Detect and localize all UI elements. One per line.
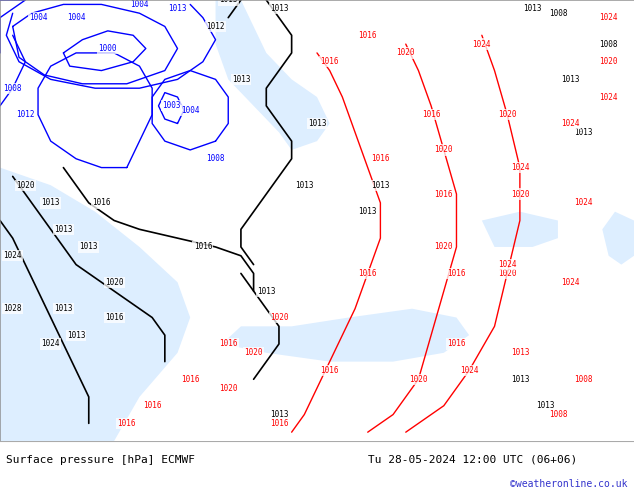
Text: 1020: 1020 bbox=[434, 243, 453, 251]
Text: 1000: 1000 bbox=[98, 44, 117, 53]
Text: 1013: 1013 bbox=[231, 75, 250, 84]
Text: 1013: 1013 bbox=[269, 4, 288, 13]
Text: 1013: 1013 bbox=[510, 375, 529, 384]
Text: 1016: 1016 bbox=[447, 340, 466, 348]
Text: 1013: 1013 bbox=[168, 4, 187, 13]
Text: 1024: 1024 bbox=[561, 119, 580, 128]
Text: 1024: 1024 bbox=[472, 40, 491, 49]
Text: Tu 28-05-2024 12:00 UTC (06+06): Tu 28-05-2024 12:00 UTC (06+06) bbox=[368, 455, 577, 465]
Text: 1013: 1013 bbox=[371, 181, 390, 190]
Text: 1013: 1013 bbox=[54, 304, 73, 313]
Polygon shape bbox=[482, 212, 558, 247]
Text: 1016: 1016 bbox=[143, 401, 162, 410]
Text: 1024: 1024 bbox=[561, 278, 580, 287]
Text: 1020: 1020 bbox=[269, 313, 288, 322]
Text: 1024: 1024 bbox=[599, 93, 618, 101]
Text: 1008: 1008 bbox=[574, 375, 593, 384]
Text: 1013: 1013 bbox=[358, 207, 377, 216]
Text: 1020: 1020 bbox=[409, 375, 428, 384]
Text: 1013: 1013 bbox=[307, 119, 327, 128]
Text: 1013: 1013 bbox=[295, 181, 314, 190]
Text: 1028: 1028 bbox=[3, 304, 22, 313]
Text: 1016: 1016 bbox=[447, 269, 466, 278]
Text: 1013: 1013 bbox=[523, 4, 542, 13]
Text: 1016: 1016 bbox=[105, 313, 124, 322]
Text: 1016: 1016 bbox=[92, 198, 111, 207]
Text: 1020: 1020 bbox=[244, 348, 263, 357]
Text: 1004: 1004 bbox=[181, 106, 200, 115]
Text: 1013: 1013 bbox=[536, 401, 555, 410]
Text: 1016: 1016 bbox=[358, 269, 377, 278]
Text: 1013: 1013 bbox=[257, 287, 276, 295]
Text: 1024: 1024 bbox=[510, 163, 529, 172]
Text: 1016: 1016 bbox=[193, 243, 212, 251]
Text: 1016: 1016 bbox=[320, 366, 339, 375]
Text: 1013: 1013 bbox=[510, 348, 529, 357]
Text: 1016: 1016 bbox=[269, 419, 288, 428]
Text: 1008: 1008 bbox=[548, 410, 567, 419]
Text: 1020: 1020 bbox=[498, 269, 517, 278]
Text: 1013: 1013 bbox=[561, 75, 580, 84]
Text: 1013: 1013 bbox=[269, 410, 288, 419]
Polygon shape bbox=[222, 309, 469, 362]
Text: 1008: 1008 bbox=[599, 40, 618, 49]
Text: 1024: 1024 bbox=[3, 251, 22, 260]
Polygon shape bbox=[216, 0, 330, 150]
Text: 1020: 1020 bbox=[219, 384, 238, 392]
Text: 1004: 1004 bbox=[29, 13, 48, 22]
Text: 1024: 1024 bbox=[460, 366, 479, 375]
Text: 1012: 1012 bbox=[206, 22, 225, 31]
Text: 1016: 1016 bbox=[371, 154, 390, 163]
Text: 1013: 1013 bbox=[219, 0, 238, 4]
Text: 1004: 1004 bbox=[67, 13, 86, 22]
Text: 1008: 1008 bbox=[548, 9, 567, 18]
Text: 1024: 1024 bbox=[574, 198, 593, 207]
Text: 1004: 1004 bbox=[130, 0, 149, 9]
Text: 1016: 1016 bbox=[117, 419, 136, 428]
Text: 1003: 1003 bbox=[162, 101, 181, 110]
Text: 1013: 1013 bbox=[54, 225, 73, 234]
Text: 1020: 1020 bbox=[16, 181, 35, 190]
Text: Surface pressure [hPa] ECMWF: Surface pressure [hPa] ECMWF bbox=[6, 455, 195, 465]
Text: 1020: 1020 bbox=[599, 57, 618, 66]
Text: 1020: 1020 bbox=[396, 49, 415, 57]
Text: ©weatheronline.co.uk: ©weatheronline.co.uk bbox=[510, 479, 628, 489]
Text: 1016: 1016 bbox=[422, 110, 441, 119]
Polygon shape bbox=[602, 212, 634, 265]
Text: 1024: 1024 bbox=[41, 340, 60, 348]
Text: 1013: 1013 bbox=[574, 128, 593, 137]
Text: 1008: 1008 bbox=[206, 154, 225, 163]
Text: 1013: 1013 bbox=[67, 331, 86, 340]
Text: 1013: 1013 bbox=[41, 198, 60, 207]
Text: 1016: 1016 bbox=[320, 57, 339, 66]
Text: 1020: 1020 bbox=[510, 190, 529, 198]
Text: 1024: 1024 bbox=[599, 13, 618, 22]
Text: 1016: 1016 bbox=[434, 190, 453, 198]
Text: 1024: 1024 bbox=[498, 260, 517, 269]
Text: 1016: 1016 bbox=[358, 31, 377, 40]
Text: 1016: 1016 bbox=[181, 375, 200, 384]
Text: 1012: 1012 bbox=[16, 110, 35, 119]
Text: 1020: 1020 bbox=[105, 278, 124, 287]
Text: 1016: 1016 bbox=[219, 340, 238, 348]
Text: 1013: 1013 bbox=[79, 243, 98, 251]
Polygon shape bbox=[0, 0, 190, 441]
Text: 1020: 1020 bbox=[434, 146, 453, 154]
Text: 1020: 1020 bbox=[498, 110, 517, 119]
Text: 1008: 1008 bbox=[3, 84, 22, 93]
